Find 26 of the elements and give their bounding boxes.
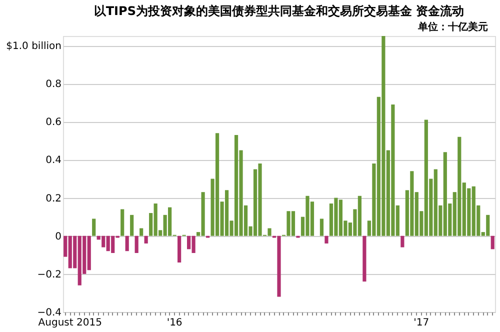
x-tick-label: '17 <box>414 318 430 328</box>
bar <box>92 218 96 236</box>
y-tick-label: 0.4 <box>46 155 62 166</box>
y-tick-label: −0.2 <box>37 269 62 280</box>
bar <box>490 236 494 250</box>
y-tick-label: $1.0 billion <box>6 41 62 52</box>
bar <box>178 236 182 263</box>
bar <box>320 218 324 236</box>
x-tick-label: '16 <box>166 318 182 328</box>
bar <box>140 228 144 236</box>
y-tick-label: −0.4 <box>37 308 62 318</box>
bar <box>400 236 404 248</box>
chart-title: 以TIPS为投资对象的美国债券型共同基金和交易所交易基金 资金流动 <box>94 4 464 18</box>
y-tick-label: 0.8 <box>46 79 62 90</box>
bar <box>120 209 124 236</box>
bar <box>144 236 148 244</box>
bar <box>324 236 328 244</box>
y-tick-label: 0.6 <box>46 117 62 128</box>
y-tick-label: 0.2 <box>46 193 62 204</box>
x-tick-label: August 2015 <box>38 318 102 328</box>
bar <box>125 236 129 252</box>
text: 单位：十亿美元 <box>417 21 488 33</box>
bar <box>362 236 366 282</box>
bar <box>130 214 134 236</box>
y-tick-label: 0 <box>55 231 62 242</box>
bar <box>134 236 138 253</box>
